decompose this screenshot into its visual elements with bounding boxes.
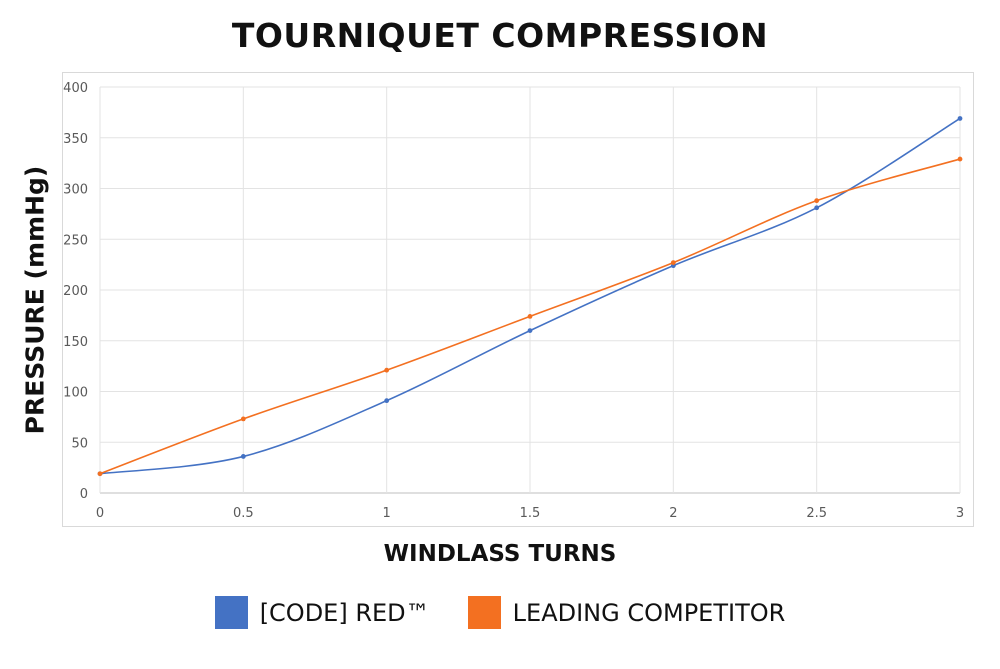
data-point [384, 367, 390, 373]
x-tick-label: 0.5 [233, 506, 254, 521]
data-point [240, 416, 246, 422]
data-point [97, 471, 103, 477]
x-tick-label: 1.5 [520, 506, 541, 521]
y-tick-label: 200 [63, 284, 88, 299]
chart-title: TOURNIQUET COMPRESSION [231, 16, 769, 55]
y-tick-label: 0 [80, 487, 88, 502]
data-point [527, 313, 533, 319]
data-point [670, 260, 676, 265]
data-point [957, 116, 963, 121]
legend: [CODE] RED™ LEADING COMPETITOR [0, 596, 1000, 629]
y-tick-label: 50 [71, 436, 88, 451]
chart-frame [62, 72, 974, 527]
data-point [814, 205, 820, 211]
legend-label: [CODE] RED™ [259, 598, 430, 627]
legend-swatch-leading-competitor [467, 596, 501, 629]
x-tick-label: 2.5 [806, 506, 827, 521]
x-tick-label: 3 [956, 506, 964, 521]
x-tick-label: 1 [383, 506, 391, 521]
x-tick-label: 2 [669, 506, 677, 521]
y-tick-label: 100 [63, 386, 88, 401]
y-tick-label: 150 [63, 335, 88, 350]
y-axis-label: PRESSURE (mmHg) [20, 165, 50, 435]
y-tick-label: 250 [63, 233, 88, 248]
data-point [957, 156, 963, 162]
legend-item-leading-competitor: LEADING COMPETITOR [467, 596, 786, 629]
data-point [527, 328, 533, 333]
legend-swatch-code-red [214, 596, 248, 629]
y-tick-label: 400 [63, 81, 88, 96]
x-axis-label: WINDLASS TURNS [383, 541, 617, 567]
legend-label: LEADING COMPETITOR [512, 598, 786, 627]
y-tick-label: 350 [63, 132, 88, 147]
data-point [240, 454, 246, 459]
data-point [814, 198, 820, 204]
data-point [384, 398, 390, 404]
x-tick-label: 0 [96, 506, 104, 521]
legend-item-code-red: [CODE] RED™ [214, 596, 430, 629]
y-tick-label: 300 [63, 183, 88, 198]
